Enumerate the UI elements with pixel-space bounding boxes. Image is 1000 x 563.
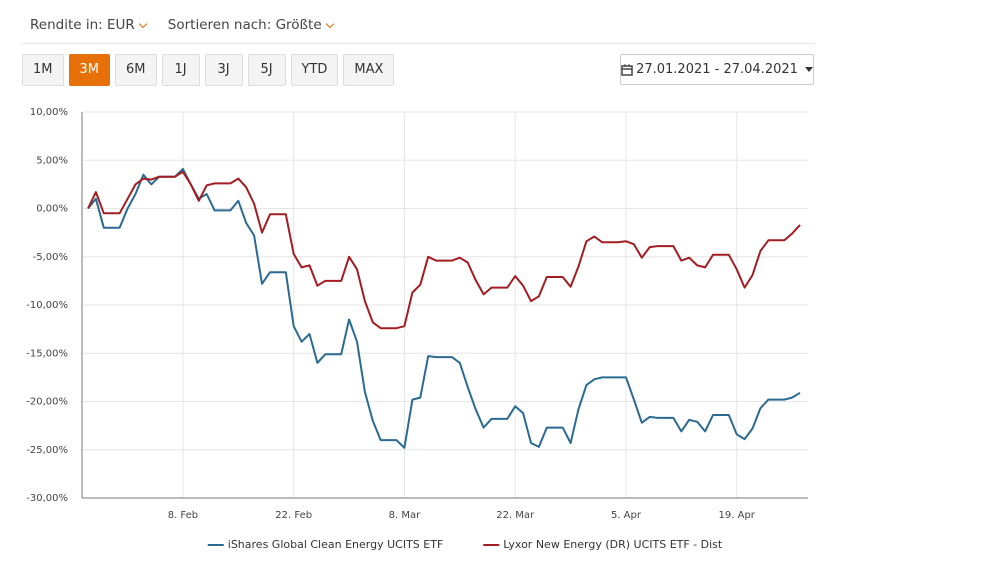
legend-label: Lyxor New Energy (DR) UCITS ETF - Dist: [503, 538, 723, 551]
sort-label: Sortieren nach: Größte: [167, 17, 322, 33]
y-tick-label: -15,00%: [26, 348, 68, 359]
x-tick-label: 5. Apr: [611, 510, 642, 521]
x-tick-label: 8. Feb: [168, 510, 198, 521]
y-tick-label: 10,00%: [30, 107, 68, 118]
y-tick-label: -10,00%: [26, 300, 68, 311]
currency-select[interactable]: Rendite in: EUR: [30, 17, 148, 33]
period-button[interactable]: MAX: [343, 54, 395, 86]
date-range-label: 27.01.2021 - 27.04.2021: [636, 62, 798, 77]
toolbar: Rendite in: EUR Sortieren nach: Größte: [30, 17, 334, 33]
period-button[interactable]: 5J: [247, 54, 286, 86]
period-button[interactable]: 3M: [68, 54, 110, 86]
series-line: [87, 170, 801, 330]
x-tick-label: 22. Mar: [496, 510, 535, 521]
y-tick-label: -20,00%: [26, 397, 68, 408]
y-tick-label: -25,00%: [26, 445, 68, 456]
period-button[interactable]: YTD: [290, 54, 339, 86]
sort-select[interactable]: Sortieren nach: Größte: [167, 17, 334, 33]
calendar-icon: [621, 63, 633, 76]
currency-label: Rendite in: EUR: [30, 17, 135, 33]
period-button[interactable]: 6M: [115, 54, 157, 86]
y-tick-label: 0,00%: [36, 204, 68, 215]
y-tick-label: 5,00%: [36, 155, 68, 166]
x-tick-label: 8. Mar: [389, 510, 421, 521]
y-tick-label: -5,00%: [33, 252, 68, 263]
period-button[interactable]: 1J: [161, 54, 200, 86]
period-buttons: 1M 3M 6M 1J 3J 5J YTD MAX: [22, 54, 395, 86]
series-line: [87, 167, 801, 449]
period-button[interactable]: 1M: [22, 54, 64, 86]
separator: [22, 43, 815, 44]
date-range-picker[interactable]: 27.01.2021 - 27.04.2021: [620, 54, 814, 85]
y-tick-label: -30,00%: [26, 493, 68, 504]
x-tick-label: 19. Apr: [719, 510, 756, 521]
legend-label: iShares Global Clean Energy UCITS ETF: [228, 538, 444, 551]
x-tick-label: 22. Feb: [275, 510, 312, 521]
period-button[interactable]: 3J: [204, 54, 243, 86]
